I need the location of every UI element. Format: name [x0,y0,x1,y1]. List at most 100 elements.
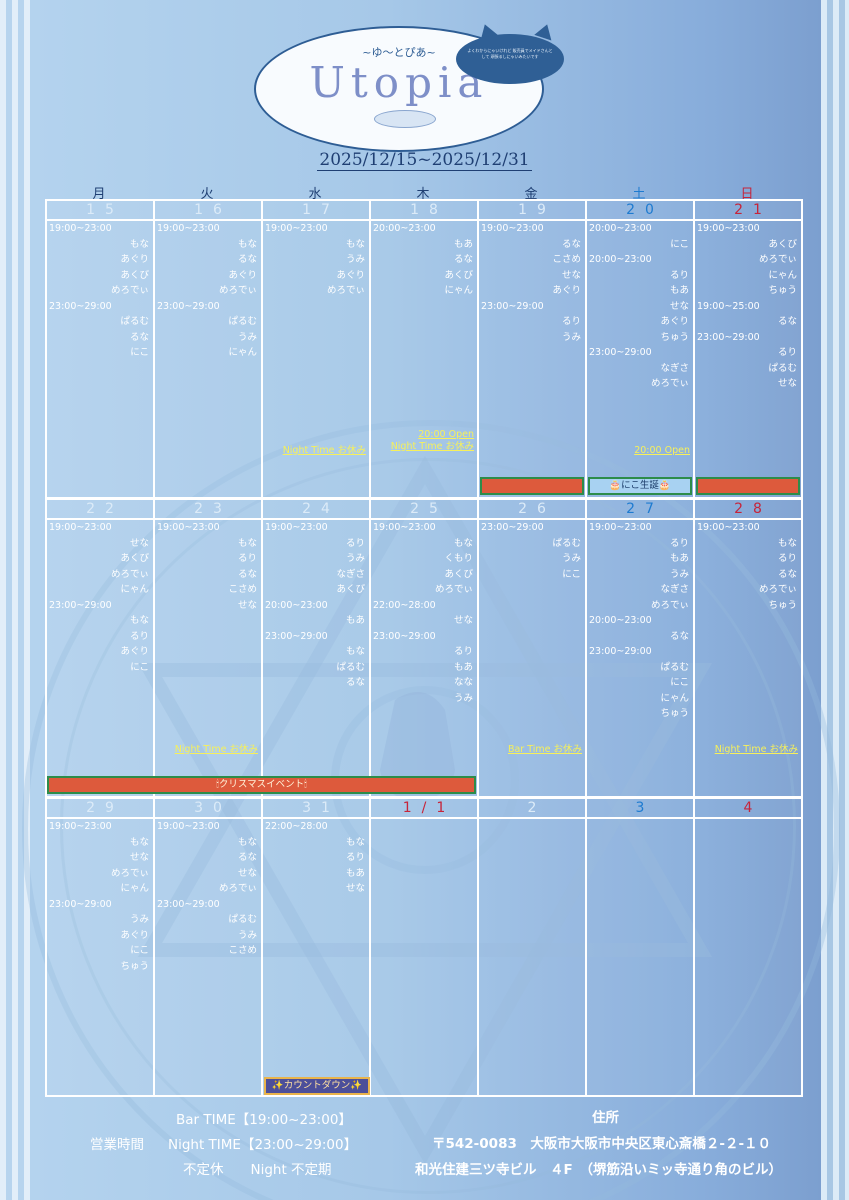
staff-name: ぱるむ [336,661,365,673]
staff-name: うみ [345,553,365,564]
staff-name: るり [669,537,689,549]
staff-name: うみ [561,331,581,343]
staff-name: ぱるむ [228,316,257,327]
staff-name: にゃん [660,692,689,704]
staff-name: もあ [345,867,365,879]
shift-list: 19:00~23:00 るな こさめ せな あぐり 23:00~29:00 るり うみ [481,221,581,345]
day-note: 20:00 Open [418,429,474,440]
event-christmas: 🕯クリスマスイベント🕯 [47,776,476,794]
shift-time: 20:00~23:00 [373,223,436,234]
event-bar-sun-21 [696,477,800,495]
staff-name: るり [777,553,797,564]
shift-time: 20:00~23:00 [265,599,328,611]
shift-list: 19:00~23:00 もな るり るな めろでぃ ちゅう [697,520,797,613]
staff-name: あぐり [228,269,257,281]
staff-name: なな [453,677,473,688]
shift-time: 23:00~29:00 [49,599,112,611]
staff-name: ちゅう [660,331,689,343]
shift-time: 19:00~23:00 [697,522,760,533]
shift-time: 19:00~23:00 [265,223,328,234]
staff-name: あぐり [552,285,581,296]
shift-time: 19:00~23:00 [157,223,220,234]
shift-time: 19:00~23:00 [49,522,112,533]
calendar-day-cell: 4 [693,797,803,1097]
calendar-day-cell: 16 19:00~23:00 もな るな あぐり めろでぃ 23:00~29:00 ぱるむ うみ… [153,199,263,499]
logo-title: Utopia [256,58,542,107]
shift-list: 19:00~23:00 もな くもり あくび めろでぃ 22:00~28:00 せな 23:0… [373,520,473,706]
shift-time: 23:00~29:00 [481,300,544,312]
staff-name: めろでぃ [758,584,797,595]
magic-circle-outer [22,420,840,1200]
cat-silhouette-icon [380,692,455,800]
footer-address-line1: 〒542-0083 大阪市大阪市中央区東心斎橋２-２-１０ [432,1136,772,1152]
schedule-period: 2025/12/15~2025/12/31 [0,150,849,171]
staff-name: もあ [345,615,365,626]
staff-name: ぱるむ [768,362,797,374]
staff-name: にゃん [768,269,797,281]
staff-name: るな [777,568,797,580]
day-number: 18 [371,201,477,221]
staff-name: なぎさ [660,584,689,595]
day-note: Bar Time お休み [507,744,582,755]
calendar-day-cell: 20 20:00~23:00 にこ 20:00~23:00 るり もあ せな あぐり ちゅう 23… [585,199,695,499]
staff-name: もな [345,646,365,657]
staff-name: せな [129,852,149,863]
magic-circle-inner [60,458,796,1194]
staff-name: にゃん [120,584,149,595]
day-number: 21 [695,201,801,221]
staff-name: るな [129,331,149,343]
calendar-day-cell: 26 23:00~29:00 ぱるむ うみ にこ Bar Time お休み [477,498,587,798]
day-number: 22 [47,500,153,520]
staff-name: るな [345,677,365,688]
shift-list: 19:00~23:00 もな あぐり あくび めろでぃ 23:00~29:00 ぱるむ るなに… [49,221,149,361]
shift-time: 23:00~29:00 [589,646,652,657]
staff-name: もあ [669,553,689,564]
staff-name: るり [237,553,257,564]
staff-name: もあ [669,285,689,296]
calendar-day-cell: 15 19:00~23:00 もな あぐり あくび めろでぃ 23:00~29:00 ぱるむる… [45,199,155,499]
calendar-day-cell: 29 19:00~23:00 もな せな めろでぃ にゃん 23:00~29:00 うみ あぐり… [45,797,155,1097]
staff-name: あぐり [120,929,149,941]
shift-time: 23:00~29:00 [589,347,652,358]
day-number: 15 [47,201,153,221]
day-note: Night Time お休み [282,445,366,456]
shift-time: 22:00~28:00 [265,821,328,832]
weekday-label: 金 [524,187,538,202]
staff-name: ちゅう [660,708,689,719]
staff-name: うみ [129,914,149,925]
staff-name: ぱるむ [552,537,581,549]
weekday-label: 木 [416,187,430,202]
shift-list: 19:00~23:00 もな せな めろでぃ にゃん 23:00~29:00 うみ あぐり にこ… [49,819,149,974]
staff-name: にこ [130,347,149,358]
calendar-day-cell: 25 19:00~23:00 もな くもり あくび めろでぃ 22:00~28:00 せな 23… [369,498,479,798]
logo-badge: よくわからにゃいけれど 販売員でメイドさんとして 頑張るしにゃいみたいです [456,34,564,84]
shift-time: 19:00~23:00 [481,223,544,234]
calendar-day-cell: 19 19:00~23:00 るな こさめ せな あぐり 23:00~29:00 るり うみ [477,199,587,499]
staff-name: ぱるむ [228,914,257,925]
staff-name: るな [453,254,473,265]
shift-time: 20:00~23:00 [589,223,652,234]
day-number: 4 [695,799,801,819]
staff-name: もな [453,537,473,549]
shift-list: 23:00~29:00 ぱるむ うみ にこ [481,520,581,582]
staff-name: ぱるむ [120,316,149,327]
staff-name: もな [129,836,149,848]
staff-name: あくび [444,568,473,580]
day-number: 27 [587,500,693,520]
calendar-day-cell: 22 19:00~23:00 せな あくび めろでぃ にゃん 23:00~29:00 もな るり… [45,498,155,798]
calendar-day-cell: 28 19:00~23:00 もな るり るな めろでぃ ちゅう Night Time お休み [693,498,803,798]
staff-name: あくび [768,238,797,250]
staff-name: めろでぃ [434,584,473,595]
staff-name: こさめ [228,584,257,595]
calendar-day-cell: 1/1 [369,797,479,1097]
shift-time: 20:00~23:00 [589,254,652,265]
schedule-period-text: 2025/12/15~2025/12/31 [317,150,532,171]
day-note: Night Time お休み [174,744,258,755]
event-birthday: 🎂にこ生誕🎂 [588,477,692,495]
staff-name: るな [777,316,797,327]
shift-list: 19:00~23:00 るり うみ なぎさ あくび 20:00~23:00 もあ 23:00~… [265,520,365,691]
left-stripe [0,0,30,1200]
staff-name: るり [453,646,473,657]
staff-name: なぎさ [336,568,365,580]
